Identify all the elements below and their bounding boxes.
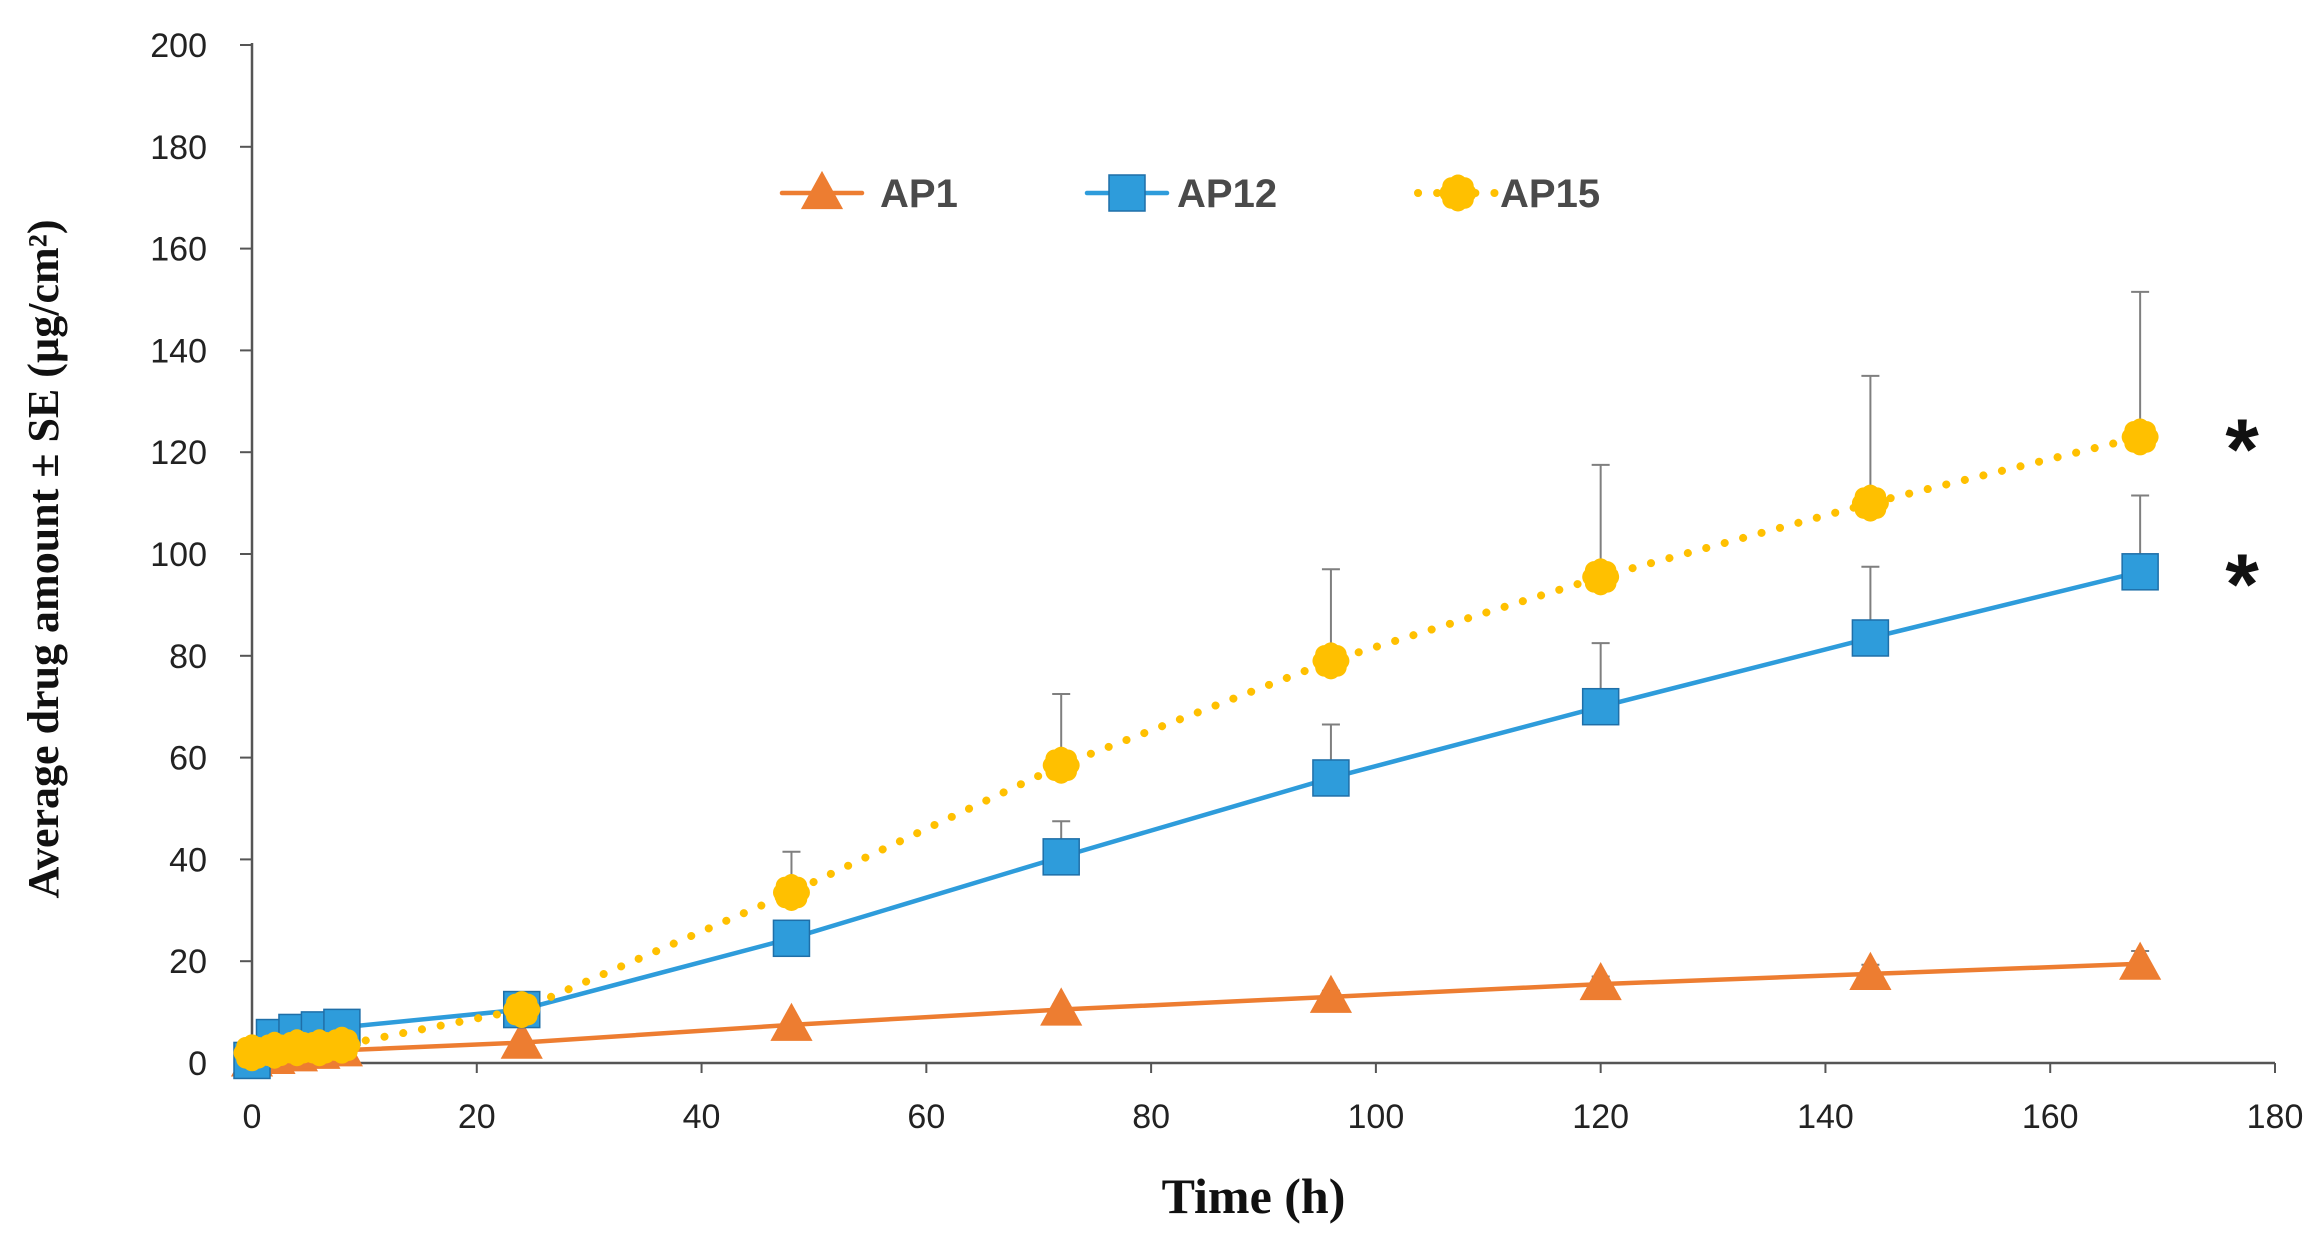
data-point-ap1: [2119, 941, 2162, 980]
x-tick-label: 40: [683, 1098, 721, 1136]
x-tick-label: 60: [907, 1098, 945, 1136]
y-tick-label: 180: [150, 129, 207, 167]
data-point-ap1: [770, 1002, 813, 1041]
marker-core: [1584, 560, 1617, 593]
data-point-ap15: [323, 1026, 361, 1064]
y-tick-label: 160: [150, 231, 207, 269]
significance-asterisk: *: [2225, 402, 2259, 498]
y-axis-title: Average drug amount ± SE (µg/cm²): [19, 219, 68, 898]
x-tick-label: 0: [243, 1098, 262, 1136]
y-tick-label: 80: [169, 638, 207, 676]
series-line-ap15: [248, 432, 2145, 1057]
data-point-ap15: [2121, 418, 2159, 456]
marker-core: [1442, 177, 1474, 209]
y-tick-label: 140: [150, 332, 207, 370]
y-tick-label: 60: [169, 740, 207, 778]
data-point-ap1: [1309, 974, 1353, 1013]
x-tick-label: 100: [1348, 1098, 1405, 1136]
data-point-ap12: [1581, 687, 1620, 726]
x-tick-label: 20: [458, 1098, 496, 1136]
marker-core: [1314, 644, 1347, 677]
data-point-ap15: [1851, 484, 1889, 522]
x-tick-label: 180: [2247, 1098, 2304, 1136]
data-point-ap15: [1582, 558, 1620, 596]
data-point-ap1: [1040, 987, 1083, 1026]
legend: AP1 AP12 AP15: [779, 170, 1600, 216]
data-point-ap12: [2121, 553, 2159, 591]
data-point-ap1: [1579, 961, 1622, 1001]
data-point-ap12: [1042, 838, 1080, 876]
legend-marker: [800, 170, 844, 210]
marker-core: [1854, 487, 1887, 520]
y-tick-label: 20: [169, 943, 207, 981]
legend-item-ap1: AP1: [779, 170, 958, 216]
marker-core: [325, 1029, 358, 1062]
marker-core: [2124, 420, 2157, 453]
legend-label: AP12: [1177, 172, 1277, 216]
significance-asterisk: *: [2225, 537, 2259, 633]
x-tick-label: 80: [1132, 1098, 1170, 1136]
legend-marker: [1439, 174, 1477, 212]
y-tick-label: 40: [169, 841, 207, 879]
data-point-ap15: [1312, 642, 1350, 680]
data-point-ap1: [500, 1020, 543, 1059]
data-point-ap15: [1042, 746, 1080, 784]
legend-label: AP1: [880, 172, 958, 216]
marker-core: [1045, 749, 1078, 782]
series-ap12: [233, 494, 2159, 1080]
y-tick-label: 120: [150, 434, 207, 472]
data-point-ap15: [772, 874, 810, 911]
marker-core: [505, 993, 538, 1026]
legend-label: AP15: [1500, 172, 1600, 216]
data-point-ap15: [503, 991, 541, 1029]
y-tick-label: 0: [188, 1045, 207, 1083]
data-point-ap1: [1849, 951, 1892, 990]
y-tick-label: 100: [150, 536, 207, 574]
legend-item-ap12: AP12: [1084, 172, 1277, 216]
marker-core: [775, 876, 808, 909]
x-tick-label: 160: [2022, 1098, 2079, 1136]
x-tick-label: 140: [1797, 1098, 1854, 1136]
data-point-ap12: [1851, 619, 1890, 657]
legend-item-ap15: AP15: [1414, 172, 1600, 216]
data-point-ap12: [1312, 759, 1350, 797]
legend-marker: [1108, 174, 1146, 212]
x-axis-title: Time (h): [1162, 1168, 1346, 1224]
x-tick-label: 120: [1572, 1098, 1629, 1136]
y-tick-label: 200: [150, 27, 207, 65]
series-ap15: [233, 290, 2159, 1072]
data-point-ap12: [772, 919, 811, 958]
